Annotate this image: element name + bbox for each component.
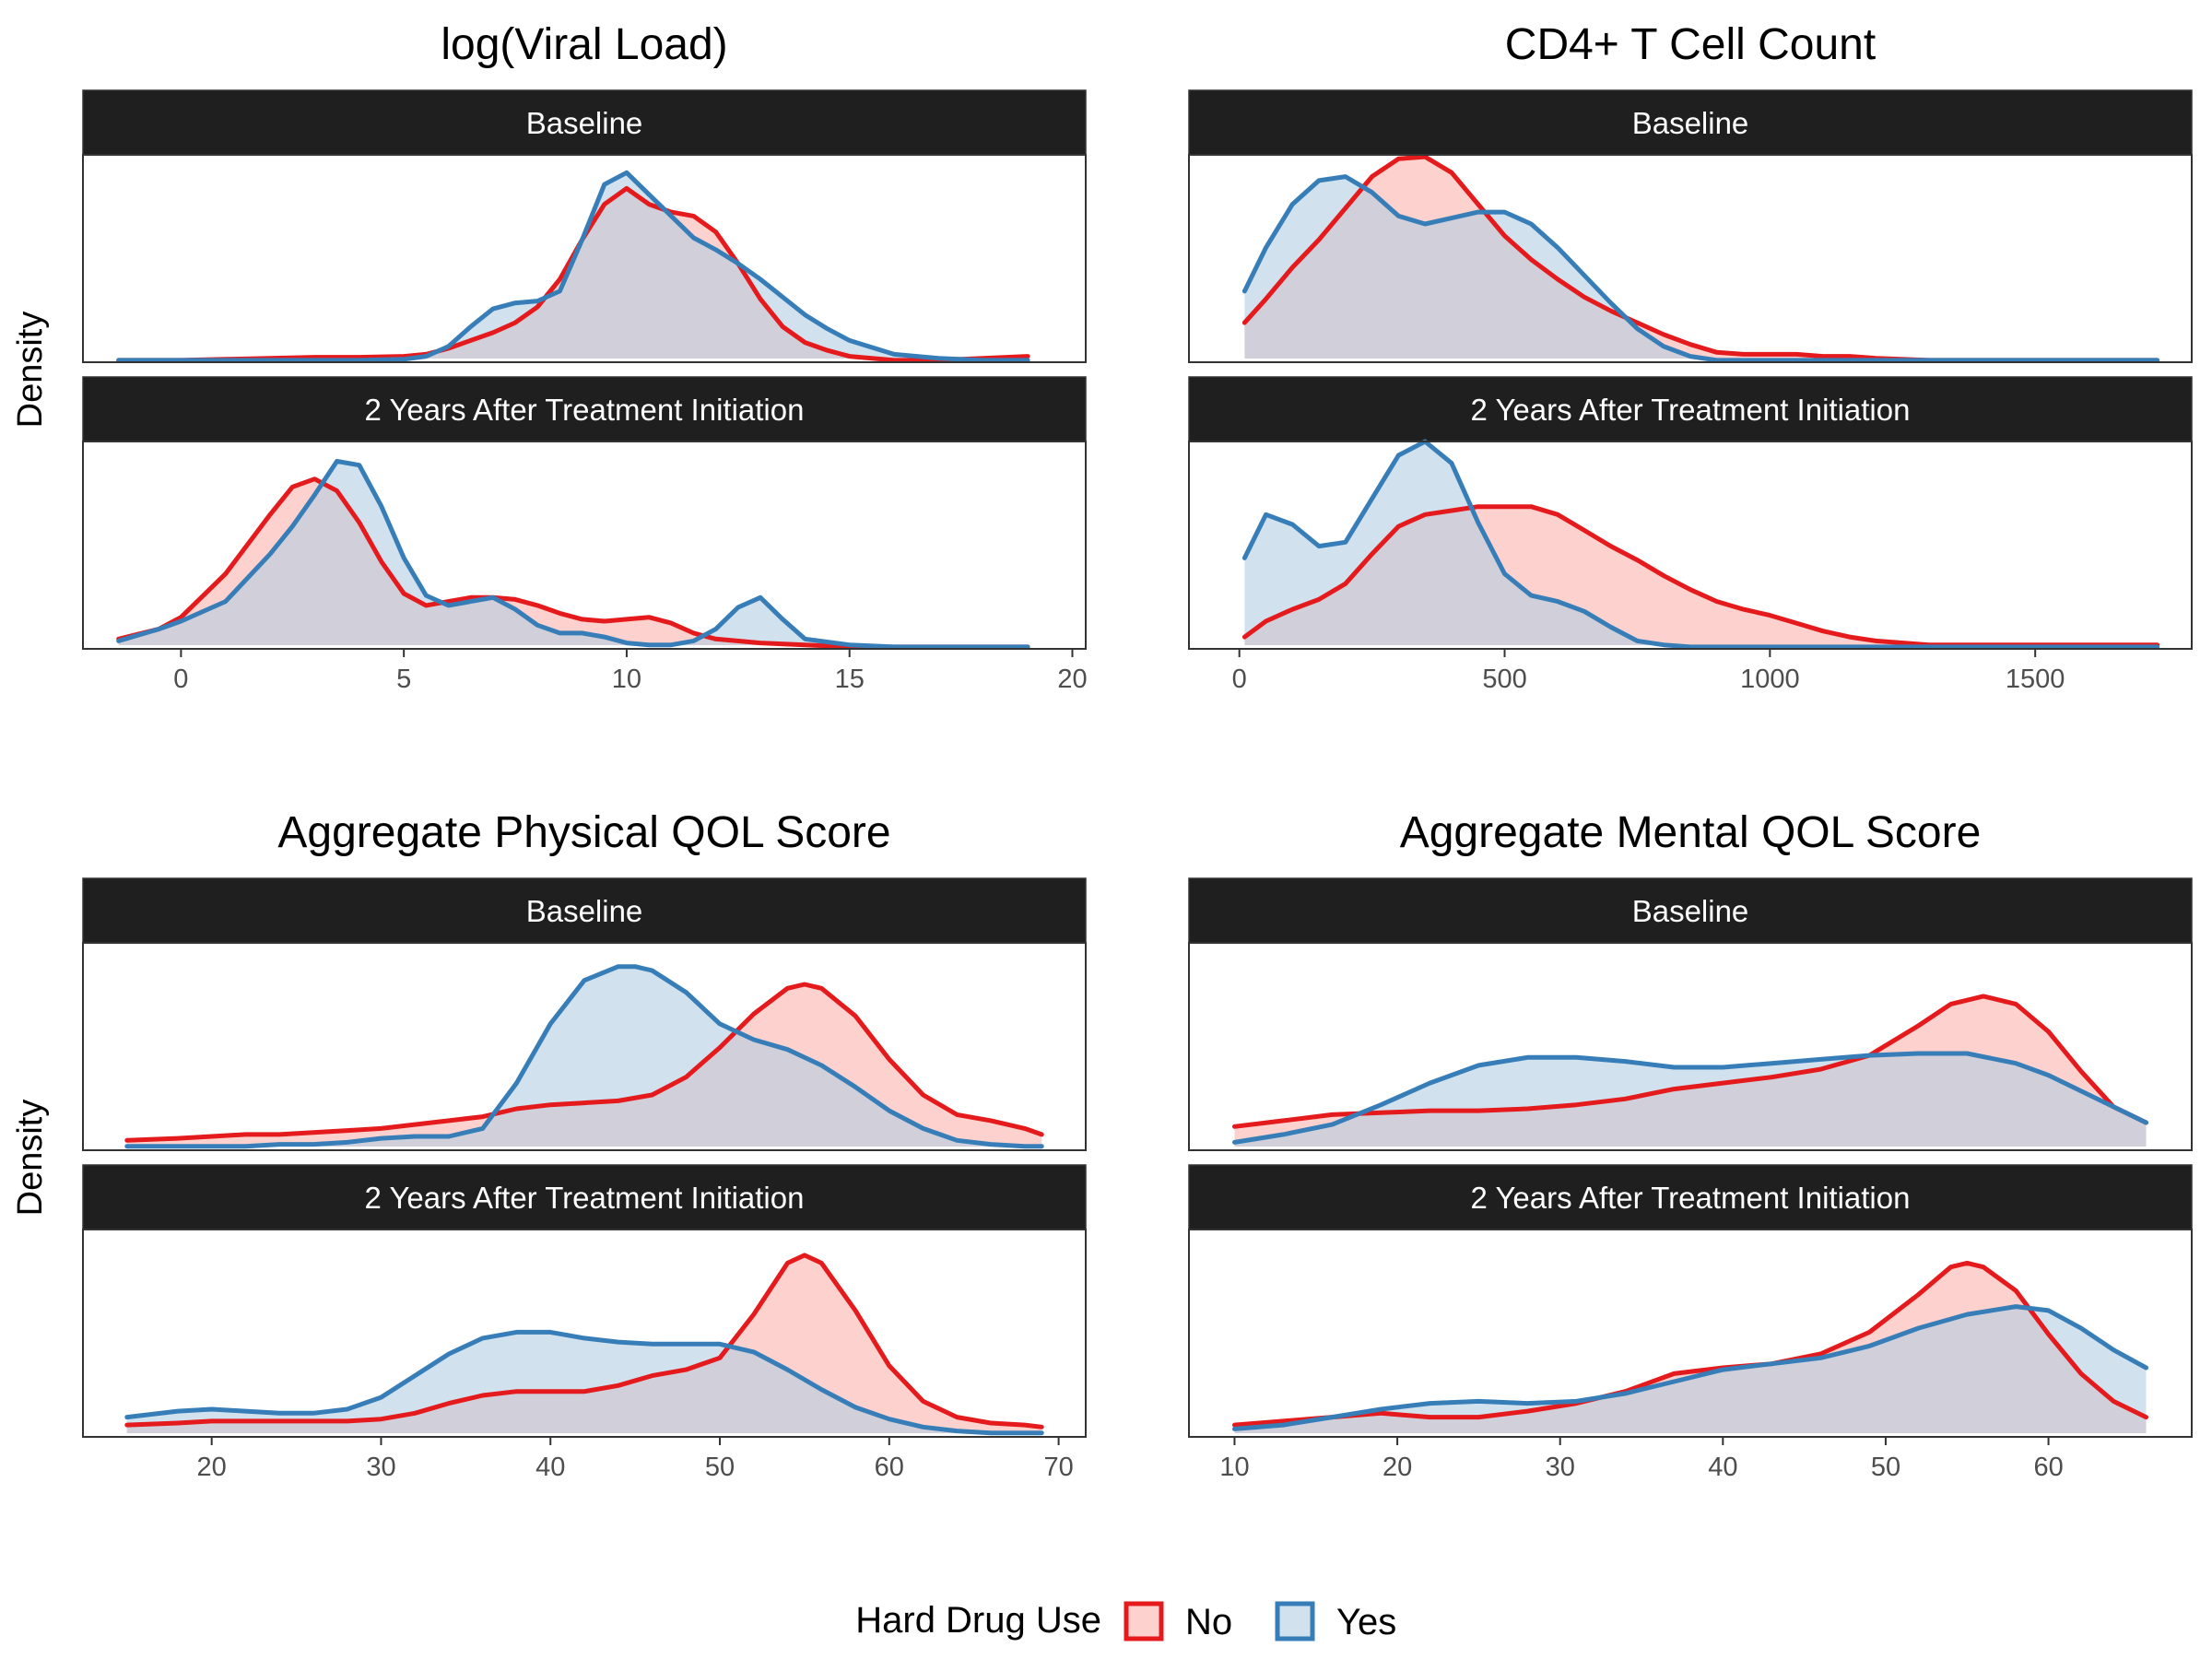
x-tick-label: 500 <box>1482 665 1526 694</box>
density-area-yes <box>1234 1053 2147 1147</box>
x-tick-label: 10 <box>612 665 641 694</box>
facet-two-years: 2 Years After Treatment Initiation <box>1188 1164 2193 1438</box>
facet-strip <box>1188 1164 2193 1230</box>
chart-2: CD4+ T Cell Count Baseline 2 Years After T… <box>1188 20 2193 694</box>
density-area-yes <box>126 966 1042 1147</box>
chart-title: Aggregate Physical QOL Score <box>277 808 890 857</box>
facet-strip-label: Baseline <box>1632 894 1749 928</box>
x-tick-label: 20 <box>1382 1453 1412 1482</box>
facet-strip <box>82 1164 1087 1230</box>
legend-key-yes <box>1275 1601 1315 1641</box>
chart-4: Aggregate Mental QOL Score Baseline 2 Year… <box>1188 808 2193 1482</box>
x-axis: 0 500 1000 1500 <box>1232 649 2065 694</box>
x-tick-label: 50 <box>705 1453 735 1482</box>
panel-border <box>82 154 1087 363</box>
facet-baseline: Baseline <box>1188 89 2193 363</box>
x-axis: 10 20 30 40 50 60 <box>1219 1437 2064 1482</box>
facet-strip <box>1188 376 2193 442</box>
density-line-no <box>124 982 1044 1143</box>
chart-title: Aggregate Mental QOL Score <box>1400 808 1982 857</box>
facet-strip-label: 2 Years After Treatment Initiation <box>1471 393 1911 427</box>
x-tick-label: 10 <box>1219 1453 1249 1482</box>
chart-title: CD4+ T Cell Count <box>1505 20 1876 69</box>
legend-key-no <box>1124 1601 1164 1641</box>
legend-label-no: No <box>1185 1602 1232 1642</box>
density-line-yes <box>124 1329 1044 1436</box>
density-line-no <box>116 477 1030 650</box>
facet-strip-label: Baseline <box>526 894 643 928</box>
density-area-yes <box>1234 1306 2147 1433</box>
density-line-no <box>1241 504 2160 648</box>
density-area-yes <box>1244 176 2158 360</box>
facet-strip-label: Baseline <box>526 106 643 140</box>
density-line-no <box>116 185 1030 363</box>
facet-strip-label: Baseline <box>1632 106 1749 140</box>
x-axis: 0 5 10 15 20 <box>173 649 1088 694</box>
facet-strip <box>82 89 1087 156</box>
density-line-yes <box>116 170 1030 363</box>
panel-border <box>82 942 1087 1151</box>
legend-label-yes: Yes <box>1336 1602 1396 1642</box>
x-tick-label: 1000 <box>1740 665 1800 694</box>
facet-two-years: 2 Years After Treatment Initiation <box>1188 376 2193 650</box>
facet-two-years: 2 Years After Treatment Initiation <box>82 376 1087 650</box>
x-tick-label: 50 <box>1871 1453 1900 1482</box>
x-tick-label: 15 <box>835 665 865 694</box>
x-tick-label: 40 <box>1708 1453 1737 1482</box>
panel-border <box>82 441 1087 650</box>
x-tick-label: 30 <box>1546 1453 1575 1482</box>
facet-two-years: 2 Years After Treatment Initiation <box>82 1164 1087 1438</box>
chart-3: Aggregate Physical QOL Score Baseline 2 Ye… <box>11 808 1087 1482</box>
facet-strip-label: 2 Years After Treatment Initiation <box>1471 1181 1911 1215</box>
y-axis-label: Density <box>11 312 50 429</box>
density-line-yes <box>116 458 1030 650</box>
facet-strip <box>82 376 1087 442</box>
density-line-no <box>124 1253 1044 1430</box>
x-tick-label: 30 <box>366 1453 395 1482</box>
facet-strip-label: 2 Years After Treatment Initiation <box>365 393 805 427</box>
chart-1: log(Viral Load) Baseline 2 Years After Tre… <box>11 20 1088 694</box>
density-line-yes <box>1232 1051 2148 1145</box>
density-area-yes <box>118 461 1029 647</box>
panel-border <box>1188 942 2193 1151</box>
x-tick-label: 70 <box>1043 1453 1073 1482</box>
panel-border <box>82 1229 1087 1438</box>
x-tick-label: 60 <box>2033 1453 2063 1482</box>
density-area-yes <box>1244 441 2158 647</box>
chart-title: log(Viral Load) <box>441 20 727 69</box>
facet-strip-label: 2 Years After Treatment Initiation <box>365 1181 805 1215</box>
density-line-no <box>1232 994 2148 1129</box>
legend: Hard Drug Use No Yes <box>855 1600 1396 1642</box>
legend-title: Hard Drug Use <box>855 1600 1101 1641</box>
facet-baseline: Baseline <box>82 89 1087 363</box>
x-tick-label: 40 <box>535 1453 565 1482</box>
panel-border <box>1188 154 2193 363</box>
y-axis-label: Density <box>11 1100 50 1217</box>
x-tick-label: 0 <box>173 665 188 694</box>
facet-strip <box>1188 877 2193 944</box>
panel-border <box>1188 1229 2193 1438</box>
x-tick-label: 5 <box>396 665 411 694</box>
x-tick-label: 1500 <box>2006 665 2065 694</box>
x-tick-label: 0 <box>1232 665 1247 694</box>
density-line-yes <box>124 964 1044 1149</box>
x-tick-label: 20 <box>1057 665 1087 694</box>
density-line-yes <box>1232 1304 2148 1431</box>
facet-strip <box>82 877 1087 944</box>
facet-baseline: Baseline <box>1188 877 2193 1151</box>
density-area-yes <box>118 172 1029 360</box>
x-tick-label: 60 <box>875 1453 904 1482</box>
panel-border <box>1188 441 2193 650</box>
density-line-yes <box>1241 174 2160 363</box>
facet-baseline: Baseline <box>82 877 1087 1151</box>
density-line-yes <box>1241 439 2160 650</box>
x-axis: 20 30 40 50 60 70 <box>197 1437 1074 1482</box>
x-tick-label: 20 <box>197 1453 227 1482</box>
